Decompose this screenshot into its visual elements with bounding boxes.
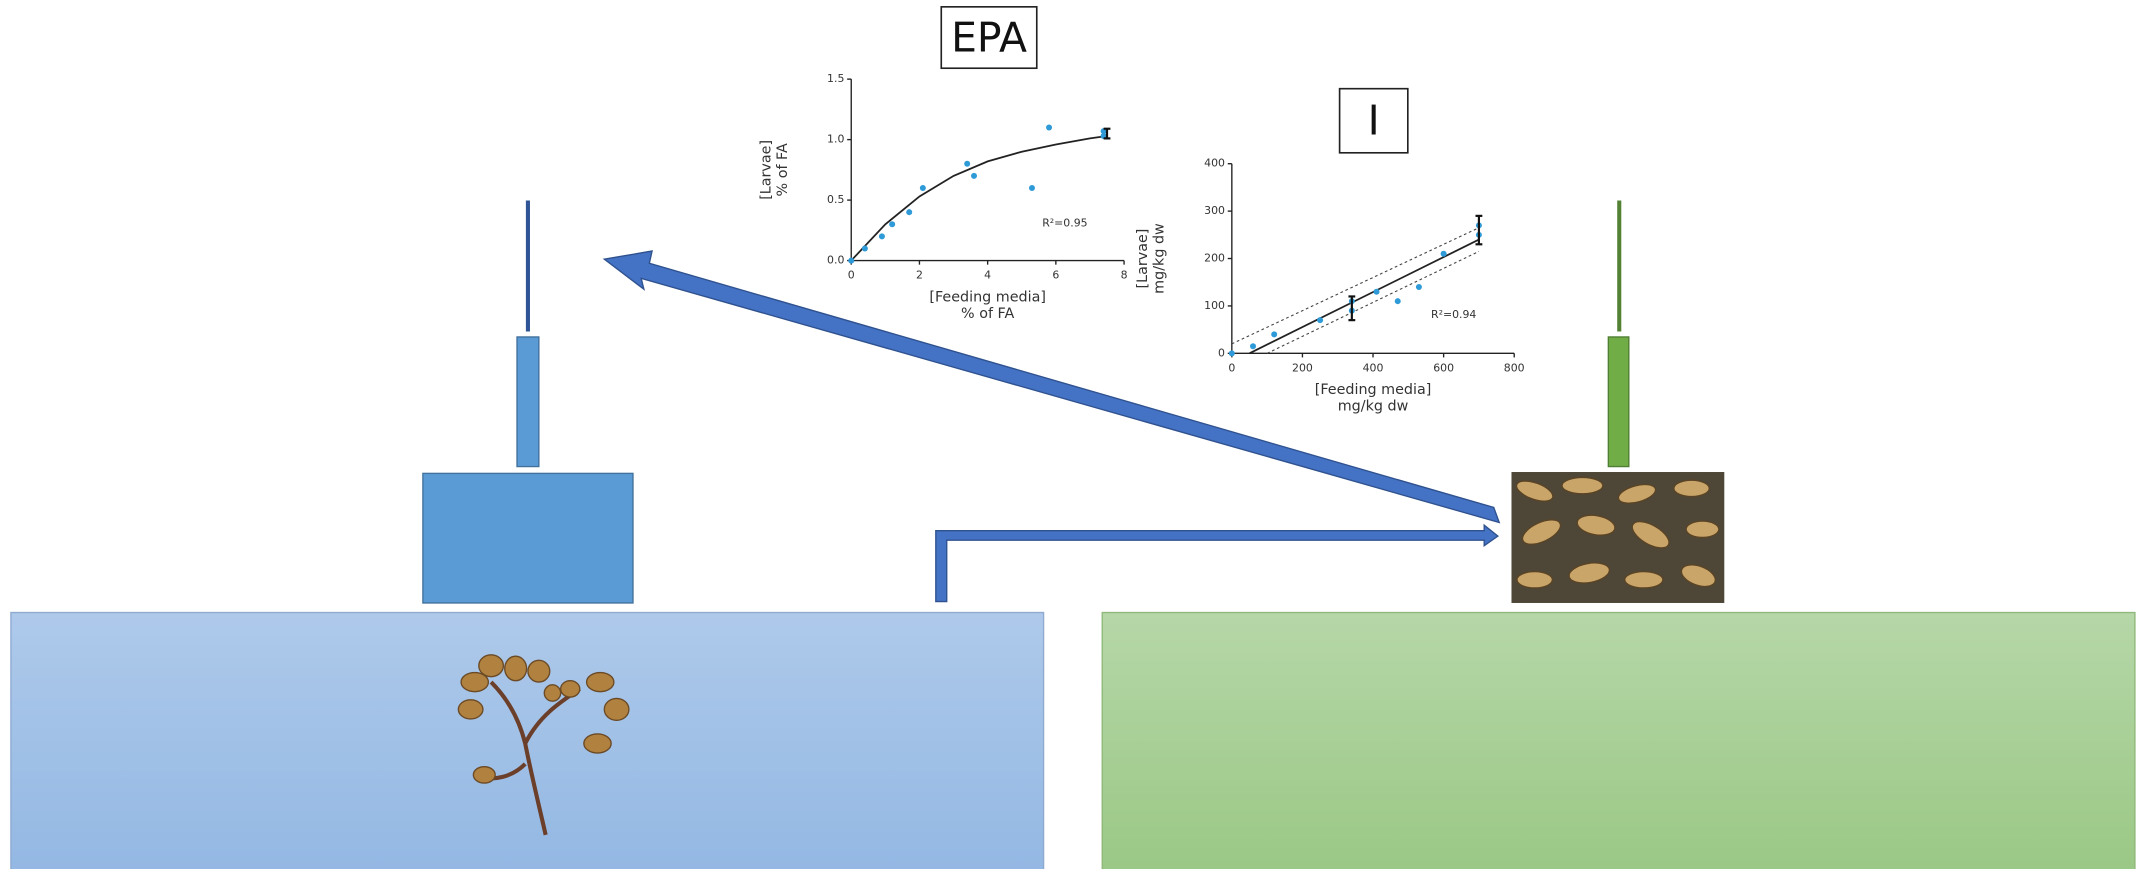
point bbox=[848, 257, 855, 264]
x-axis-label: [Feeding media] bbox=[929, 289, 1046, 305]
error-bar bbox=[1348, 295, 1356, 322]
title-box bbox=[940, 6, 1038, 70]
point bbox=[1271, 331, 1278, 338]
chart-title: I bbox=[1368, 96, 1380, 144]
elbow-arrow bbox=[935, 523, 1499, 603]
y-tick-label: 1.5 bbox=[827, 72, 844, 85]
point bbox=[861, 245, 868, 252]
point bbox=[1415, 283, 1422, 290]
x-axis-label: [Feeding media] bbox=[1315, 382, 1432, 398]
point bbox=[906, 209, 913, 216]
annotation: R²=0.95 bbox=[1042, 217, 1087, 230]
stem-box bbox=[516, 336, 540, 468]
stem-box bbox=[1607, 336, 1630, 468]
error-bar bbox=[1103, 127, 1111, 140]
y-axis-label: [Larvae] bbox=[1135, 229, 1151, 289]
point bbox=[1028, 184, 1035, 191]
point bbox=[889, 221, 896, 228]
x-tick-label: 800 bbox=[1504, 361, 1525, 374]
x-tick-label: 0 bbox=[848, 269, 855, 282]
point bbox=[971, 172, 978, 179]
box bbox=[422, 472, 634, 604]
y-axis-label: mg/kg dw bbox=[1152, 223, 1168, 294]
confidence-band bbox=[1266, 250, 1480, 354]
y-axis-label: % of FA bbox=[775, 143, 791, 196]
point bbox=[1373, 288, 1380, 295]
chart-title: EPA bbox=[951, 13, 1027, 61]
x-tick-label: 8 bbox=[1121, 269, 1128, 282]
point bbox=[964, 160, 971, 167]
y-tick-label: 400 bbox=[1204, 157, 1225, 170]
point bbox=[1394, 298, 1401, 305]
arrow bbox=[602, 250, 1501, 524]
x-tick-label: 200 bbox=[1292, 361, 1313, 374]
x-axis-label: mg/kg dw bbox=[1338, 399, 1409, 415]
point bbox=[1228, 350, 1235, 357]
point bbox=[919, 184, 926, 191]
x-tick-label: 4 bbox=[984, 269, 991, 282]
confidence-band bbox=[1231, 227, 1480, 345]
point bbox=[1317, 317, 1324, 324]
y-tick-label: 200 bbox=[1204, 252, 1225, 265]
annotation: R²=0.94 bbox=[1431, 308, 1476, 321]
seaweed bbox=[457, 654, 630, 836]
fit-line bbox=[850, 135, 1108, 262]
error-bar bbox=[1475, 214, 1483, 246]
y-tick-label: 300 bbox=[1204, 204, 1225, 217]
y-tick-label: 0 bbox=[1218, 346, 1225, 359]
y-tick-label: 100 bbox=[1204, 299, 1225, 312]
x-tick-label: 2 bbox=[916, 269, 923, 282]
y-tick-label: 1.0 bbox=[827, 133, 844, 146]
point bbox=[1250, 343, 1257, 350]
x-tick-label: 400 bbox=[1363, 361, 1384, 374]
terrestrial-panel bbox=[1101, 611, 2136, 869]
x-tick-label: 600 bbox=[1433, 361, 1454, 374]
y-tick-label: 0.5 bbox=[827, 193, 844, 206]
y-axis-label: [Larvae] bbox=[759, 140, 775, 200]
title-box bbox=[1338, 87, 1409, 154]
x-axis-label: % of FA bbox=[961, 306, 1014, 322]
fit-line bbox=[1249, 238, 1480, 355]
point bbox=[878, 233, 885, 240]
y-tick-label: 0.0 bbox=[827, 254, 844, 267]
larvae-photo bbox=[1511, 472, 1725, 603]
point bbox=[1046, 124, 1053, 131]
x-tick-label: 6 bbox=[1052, 269, 1059, 282]
point bbox=[1440, 250, 1447, 257]
x-tick-label: 0 bbox=[1228, 361, 1235, 374]
